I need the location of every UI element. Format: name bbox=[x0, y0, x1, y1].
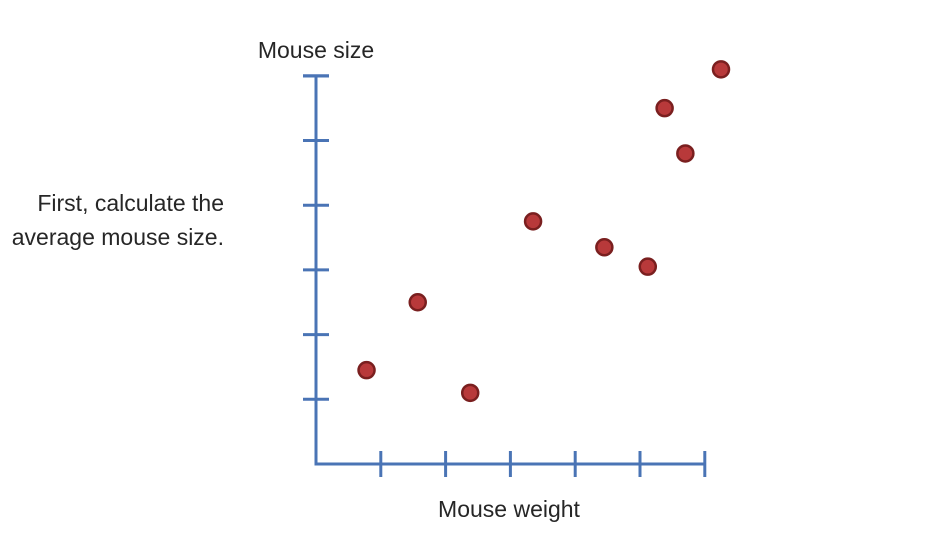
caption-line-1: First, calculate the bbox=[37, 190, 224, 216]
data-point-2 bbox=[408, 293, 427, 312]
data-point-1 bbox=[357, 360, 376, 380]
data-point-4 bbox=[523, 212, 543, 231]
caption-line-2: average mouse size. bbox=[11, 224, 224, 250]
data-point-3 bbox=[460, 383, 480, 403]
caption: First, calculate the average mouse size. bbox=[0, 186, 224, 254]
data-point-5 bbox=[595, 238, 614, 257]
data-point-9 bbox=[711, 60, 731, 79]
x-axis-title: Mouse weight bbox=[438, 496, 581, 522]
data-point-8 bbox=[676, 144, 695, 163]
y-axis-title: Mouse size bbox=[258, 37, 374, 63]
data-point-6 bbox=[638, 257, 658, 276]
axes bbox=[303, 74, 707, 477]
data-point-7 bbox=[655, 98, 674, 118]
data-points bbox=[357, 60, 731, 403]
